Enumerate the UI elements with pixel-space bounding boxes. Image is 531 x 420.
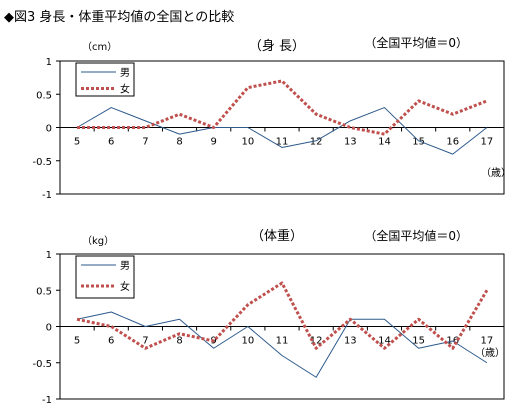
chart2-x-tick-label: 6	[108, 336, 114, 347]
chart2-x-tick-label: 14	[378, 336, 391, 347]
chart1-y-tick-label: -0.5	[32, 157, 52, 168]
chart2-y-axis-label: （kg）	[82, 235, 114, 247]
chart1-y-tick-label: 1	[46, 57, 52, 68]
chart2-x-tick-label: 5	[74, 336, 80, 347]
chart1-x-tick-label: 16	[446, 137, 459, 148]
figure-title: ◆図3 身長・体重平均値の全国との比較	[4, 10, 235, 25]
chart2-y-tick-label: -1	[42, 395, 52, 406]
chart2-y-tick-label: 0	[46, 323, 52, 334]
chart2-x-tick-label: 12	[310, 336, 323, 347]
chart2-legend-label: 女	[120, 280, 130, 293]
chart2-chart-title: （体重）	[251, 228, 303, 244]
chart2-legend-label: 男	[120, 260, 130, 272]
chart2-y-tick-label: 1	[46, 250, 52, 261]
chart1-y-tick-label: 0	[46, 124, 52, 135]
chart1-chart-subtitle: （全国平均値＝0）	[364, 35, 468, 50]
chart1-x-tick-label: 17	[481, 137, 494, 148]
chart2-x-tick-label: 11	[276, 336, 289, 347]
chart2-chart-subtitle: （全国平均値＝0）	[364, 228, 468, 243]
chart2-x-tick-label: 15	[412, 336, 425, 347]
chart1-series-male-line	[76, 107, 488, 155]
chart2-x-tick-label: 17	[481, 336, 494, 347]
chart1-x-tick-label: 14	[378, 137, 391, 148]
chart1-x-tick-label: 5	[74, 137, 80, 148]
chart1-x-tick-label: 15	[412, 137, 425, 148]
chart1-x-axis-label: （歳）	[481, 167, 511, 179]
chart1-x-tick-label: 8	[176, 137, 182, 148]
chart2-y-tick-label: 0.5	[36, 286, 52, 297]
chart1-x-tick-label: 13	[344, 137, 357, 148]
chart2-x-tick-label: 7	[142, 336, 148, 347]
chart2-y-tick-label: -0.5	[32, 359, 52, 370]
chart2-series-female-line	[76, 281, 489, 350]
chart1-x-tick-label: 9	[211, 137, 217, 148]
chart2-x-tick-label: 13	[344, 336, 357, 347]
chart1-y-axis-label: （cm）	[82, 41, 117, 53]
chart2-x-tick-label: 10	[241, 336, 254, 347]
chart1-y-tick-label: 0.5	[36, 90, 52, 101]
chart2-legend	[75, 255, 135, 299]
chart1-chart-title: （身 長）	[249, 38, 305, 54]
chart1-x-tick-label: 7	[142, 137, 148, 148]
chart2-series-male-line	[76, 311, 488, 378]
chart1-x-tick-label: 12	[310, 137, 323, 148]
chart1-y-tick-label: -1	[42, 190, 52, 201]
chart2-x-tick-label: 8	[176, 336, 182, 347]
chart1-legend	[75, 62, 135, 97]
chart1-series-female-line	[77, 79, 488, 136]
chart1-x-tick-label: 10	[241, 137, 254, 148]
chart2-x-axis-label: （歳）	[475, 347, 505, 359]
chart1-legend-label: 男	[120, 67, 130, 79]
chart1-x-tick-label: 11	[276, 137, 289, 148]
chart1-legend-label: 女	[120, 83, 130, 96]
chart1-x-tick-label: 6	[108, 137, 114, 148]
